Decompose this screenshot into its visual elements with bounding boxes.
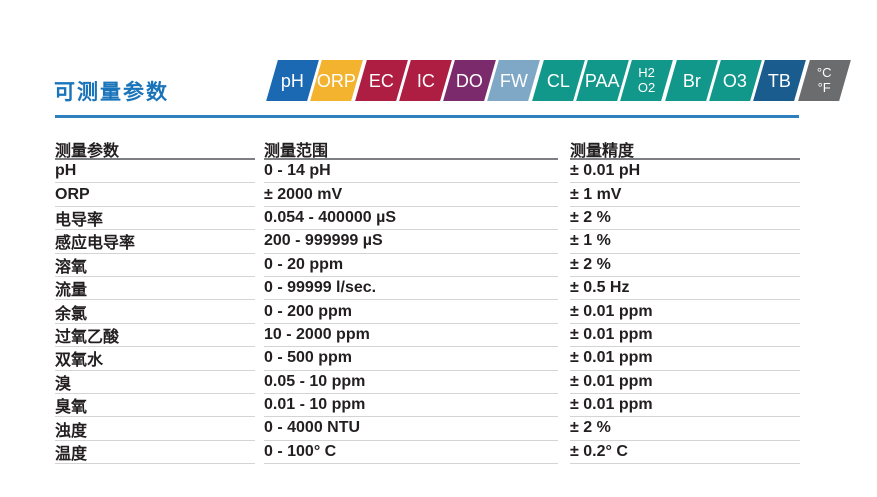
- param-name-cell: 电导率: [55, 207, 255, 231]
- badge-ec: EC: [354, 60, 408, 101]
- param-name-cell: ORP: [55, 183, 255, 207]
- accuracy-cell: ± 0.01 ppm: [570, 300, 800, 324]
- badge-label: IC: [416, 70, 435, 91]
- accuracy-cell: ± 0.01 ppm: [570, 394, 800, 418]
- badge-temp-unit: °C °F: [797, 60, 851, 101]
- badge-label: FW: [499, 70, 528, 91]
- param-name-cell: 双氧水: [55, 347, 255, 371]
- table-row: 电导率 0.054 - 400000 µS ± 2 %: [55, 207, 800, 231]
- badge-fw: FW: [487, 60, 541, 101]
- param-name-cell: 感应电导率: [55, 230, 255, 254]
- param-name-cell: 溶氧: [55, 254, 255, 277]
- param-name-cell: 过氧乙酸: [55, 324, 255, 348]
- header-accuracy: 测量精度: [570, 137, 800, 160]
- badge-label: CL: [546, 70, 570, 91]
- accuracy-cell: ± 0.01 ppm: [570, 347, 800, 371]
- table-row: 溴 0.05 - 10 ppm ± 0.01 ppm: [55, 371, 800, 394]
- range-cell: 0 - 500 ppm: [264, 347, 558, 371]
- table-row: pH 0 - 14 pH ± 0.01 pH: [55, 160, 800, 184]
- table-row: 臭氧 0.01 - 10 ppm ± 0.01 ppm: [55, 394, 800, 418]
- table-row: 感应电导率 200 - 999999 µS ± 1 %: [55, 230, 800, 254]
- accuracy-cell: ± 0.5 Hz: [570, 277, 800, 301]
- range-cell: 10 - 2000 ppm: [264, 324, 558, 348]
- accuracy-cell: ± 1 mV: [570, 183, 800, 207]
- range-cell: 0 - 200 ppm: [264, 300, 558, 324]
- range-cell: 0 - 99999 l/sec.: [264, 277, 558, 301]
- range-cell: 0 - 20 ppm: [264, 254, 558, 277]
- badge-label: EC: [368, 70, 394, 91]
- badge-label: O3: [723, 70, 748, 91]
- badge-label: pH: [280, 70, 304, 91]
- accuracy-cell: ± 1 %: [570, 230, 800, 254]
- table-row: 余氯 0 - 200 ppm ± 0.01 ppm: [55, 300, 800, 324]
- param-name-cell: 温度: [55, 441, 255, 465]
- table-row: 流量 0 - 99999 l/sec. ± 0.5 Hz: [55, 277, 800, 301]
- badge-h2o2: H2 O2: [620, 60, 674, 101]
- badge-orp: ORP: [310, 60, 364, 101]
- param-name-cell: pH: [55, 160, 255, 184]
- param-name-cell: 溴: [55, 371, 255, 394]
- param-name-cell: 浊度: [55, 417, 255, 441]
- title-underline: [55, 115, 799, 118]
- badge-tb: TB: [753, 60, 807, 101]
- header-range: 测量范围: [264, 137, 558, 160]
- table-row: 双氧水 0 - 500 ppm ± 0.01 ppm: [55, 347, 800, 371]
- range-cell: 0 - 14 pH: [264, 160, 558, 184]
- accuracy-cell: ± 2 %: [570, 417, 800, 441]
- badge-label: °C °F: [816, 64, 832, 95]
- page-title: 可测量参数: [54, 81, 169, 104]
- accuracy-cell: ± 0.01 ppm: [570, 324, 800, 348]
- param-name-cell: 余氯: [55, 300, 255, 324]
- badge-label: H2 O2: [638, 64, 656, 95]
- range-cell: 0.054 - 400000 µS: [264, 207, 558, 231]
- spec-table-body: pH 0 - 14 pH ± 0.01 pH ORP ± 2000 mV ± 1 mV 电导…: [55, 160, 800, 465]
- table-header-row: 测量参数 测量范围 测量精度: [55, 137, 800, 160]
- accuracy-cell: ± 2 %: [570, 207, 800, 231]
- spec-table: 测量参数 测量范围 测量精度 pH 0 - 14 pH ± 0.01 pH ORP ± …: [55, 137, 800, 465]
- header-parameter: 测量参数: [55, 137, 255, 160]
- table-row: 浊度 0 - 4000 NTU ± 2 %: [55, 417, 800, 441]
- range-cell: ± 2000 mV: [264, 183, 558, 207]
- param-name-cell: 流量: [55, 277, 255, 301]
- range-cell: 0.05 - 10 ppm: [264, 371, 558, 394]
- badge-label: DO: [456, 70, 484, 91]
- badge-label: TB: [768, 70, 792, 91]
- table-row: 温度 0 - 100° C ± 0.2° C: [55, 441, 800, 465]
- badge-label: PAA: [585, 70, 620, 91]
- range-cell: 0.01 - 10 ppm: [264, 394, 558, 418]
- table-row: ORP ± 2000 mV ± 1 mV: [55, 183, 800, 207]
- range-cell: 0 - 100° C: [264, 441, 558, 465]
- param-name-cell: 臭氧: [55, 394, 255, 418]
- accuracy-cell: ± 0.01 ppm: [570, 371, 800, 394]
- accuracy-cell: ± 0.01 pH: [570, 160, 800, 184]
- table-row: 溶氧 0 - 20 ppm ± 2 %: [55, 254, 800, 277]
- table-row: 过氧乙酸 10 - 2000 ppm ± 0.01 ppm: [55, 324, 800, 348]
- range-cell: 0 - 4000 NTU: [264, 417, 558, 441]
- range-cell: 200 - 999999 µS: [264, 230, 558, 254]
- badge-label: ORP: [317, 70, 357, 91]
- accuracy-cell: ± 0.2° C: [570, 441, 800, 465]
- badge-label: Br: [682, 70, 701, 91]
- accuracy-cell: ± 2 %: [570, 254, 800, 277]
- parameter-badges: pH ORP EC IC DO FW CL PAA H2 O2 Br O3 TB °C °F: [266, 60, 851, 101]
